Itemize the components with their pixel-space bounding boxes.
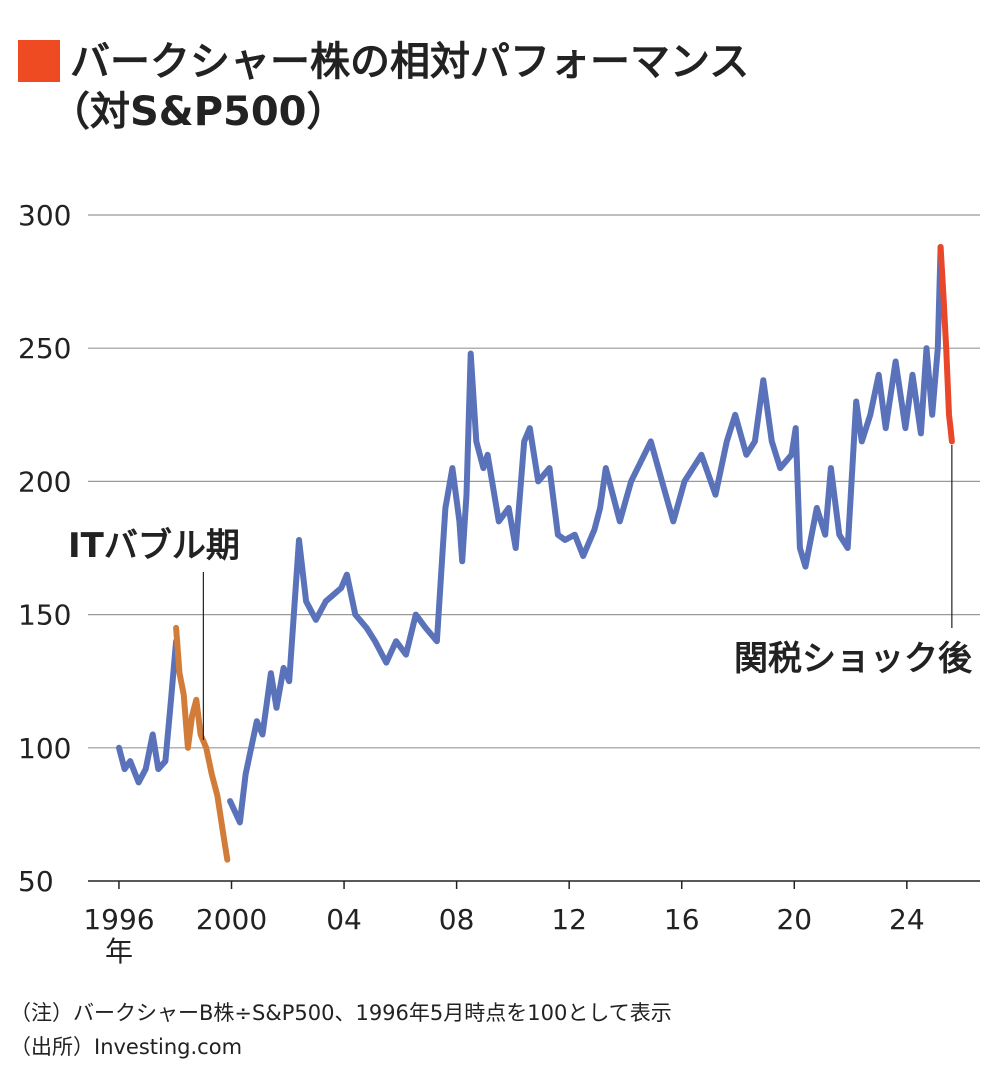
y-tick-label: 250 [18,332,71,365]
x-tick-label: 04 [326,903,362,936]
x-tick-label: 16 [664,903,700,936]
x-unit: 年 [105,935,133,968]
x-tick-label: 08 [439,903,475,936]
note: （注）バークシャーB株÷S&P500、1996年5月時点を100として表示 [10,1001,672,1025]
x-tick-label: 2000 [196,903,267,936]
y-tick-label: 100 [18,732,71,765]
chart-subtitle: （対S&P500） [50,89,347,135]
x-tick-label: 12 [551,903,587,936]
title-marker [18,40,60,82]
x-tick-label: 20 [776,903,812,936]
line-series [227,244,944,826]
line-series [173,624,231,863]
annotation: ITバブル期 [68,526,240,566]
y-tick-label: 150 [18,599,71,632]
line-series [937,244,955,445]
line-series [116,638,180,786]
x-tick-label: 1996 [83,903,154,936]
chart-title: バークシャー株の相対パフォーマンス [70,39,749,85]
y-tick-label: 200 [18,465,71,498]
x-tick-label: 24 [889,903,925,936]
note: （出所）Investing.com [10,1035,242,1059]
y-tick-label: 300 [18,199,71,232]
annotation: 関税ショック後 [734,639,973,679]
y-tick-label: 50 [18,865,54,898]
